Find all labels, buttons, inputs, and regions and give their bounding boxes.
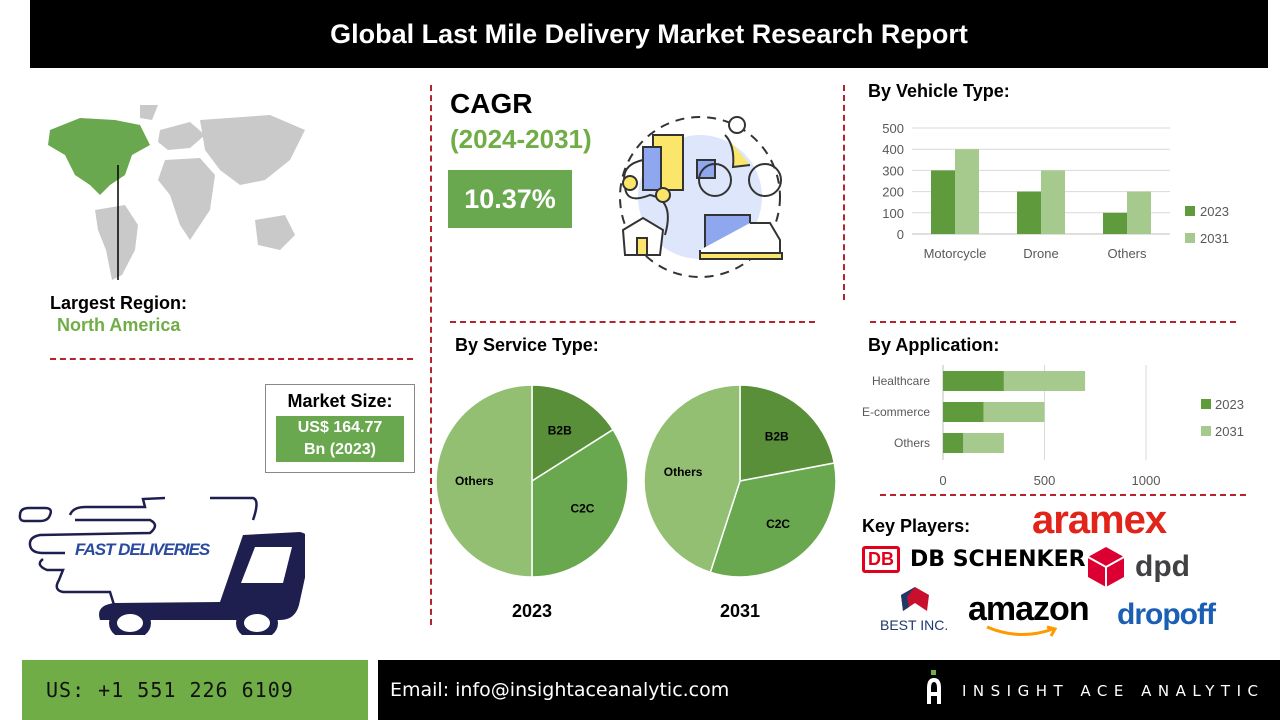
market-size-box: Market Size: US$ 164.77 Bn (2023) xyxy=(265,384,415,473)
pie-slice-c2c-2031 xyxy=(709,462,837,578)
legend-swatch xyxy=(1185,206,1195,216)
x-tick-label: Motorcycle xyxy=(924,246,987,261)
cagr-value: 10.37% xyxy=(448,170,572,228)
dpd-cube-icon xyxy=(1087,547,1125,587)
y-tick-label: 500 xyxy=(882,121,904,136)
fast-delivery-truck-illustration: FAST DELIVERIES xyxy=(15,495,305,635)
market-size-amount: US$ 164.77 xyxy=(297,419,383,436)
pie-slice-label: C2C xyxy=(570,502,594,516)
pie-slice-label: Others xyxy=(664,465,703,479)
x-tick-label: Drone xyxy=(1023,246,1058,261)
bar-2023-healthcare xyxy=(943,371,1004,391)
pie-slice-label: B2B xyxy=(765,430,789,444)
amazon-logo: amazon xyxy=(968,590,1090,628)
db-logo-icon: DB xyxy=(862,546,900,573)
insight-ace-logo-icon xyxy=(927,670,941,704)
report-title: Global Last Mile Delivery Market Researc… xyxy=(30,0,1268,68)
legend-label: 2023 xyxy=(1200,204,1229,219)
service-chart-title: By Service Type: xyxy=(455,335,599,355)
key-players-label: Key Players: xyxy=(862,516,971,536)
phone-contact: US: +1 551 226 6109 xyxy=(22,660,368,720)
legend-swatch xyxy=(1201,399,1211,409)
dropoff-logo: dropoff xyxy=(1117,598,1216,631)
bar-2023-motorcycle xyxy=(931,170,955,234)
largest-region-value: North America xyxy=(57,315,181,335)
y-tick-label: 400 xyxy=(882,142,904,157)
pie-slice-b2b-2031 xyxy=(739,384,836,482)
pie-slice-others-2031 xyxy=(643,384,741,574)
pie-slice-label: C2C xyxy=(766,517,790,531)
y-tick-label: 0 xyxy=(897,227,904,242)
house-icon xyxy=(621,216,665,256)
truck-icon xyxy=(18,496,305,635)
x-tick-label: 500 xyxy=(1034,473,1056,488)
aramex-logo: aramex xyxy=(1032,498,1167,542)
market-size-label: Market Size: xyxy=(287,391,393,411)
divider xyxy=(450,321,815,323)
bar-2023-others xyxy=(1103,212,1127,234)
vehicle-chart-title: By Vehicle Type: xyxy=(868,81,1010,101)
legend-label: 2031 xyxy=(1200,231,1229,246)
service-type-pie-charts: B2B C2C Others 2023 B2B C2C Others 2031 xyxy=(435,384,837,621)
vehicle-type-bar-chart: 0 100 200 300 400 500 Motorcycle Drone Others 202… xyxy=(882,121,1229,261)
bar-2023-others xyxy=(943,433,964,453)
amazon-smile-icon xyxy=(986,625,1058,637)
application-bar-chart: 0 500 1000 Healthcare E-commerce Others 2023 20… xyxy=(862,365,1244,488)
legend-label: 2023 xyxy=(1215,397,1244,412)
bar-2031-others xyxy=(963,433,1004,453)
bar-2031-e-commerce xyxy=(983,402,1045,422)
y-tick-label: 300 xyxy=(882,163,904,178)
pie-slice-label: B2B xyxy=(548,424,572,438)
other-continents xyxy=(95,105,305,280)
cagr-period: (2024-2031) xyxy=(450,124,592,154)
bicycle-icon xyxy=(698,163,732,197)
last-mile-illustration xyxy=(619,116,783,278)
legend-swatch xyxy=(1185,233,1195,243)
market-size-year: Bn (2023) xyxy=(303,441,377,458)
y-tick-label: Healthcare xyxy=(872,374,930,388)
dpd-logo: dpd xyxy=(1135,550,1190,583)
cagr-label: CAGR xyxy=(450,88,533,119)
bar-2031-motorcycle xyxy=(955,149,979,234)
divider xyxy=(50,358,413,360)
y-tick-label: Others xyxy=(894,436,930,450)
y-tick-label: 200 xyxy=(882,185,904,200)
y-tick-label: E-commerce xyxy=(862,405,930,419)
y-tick-label: 100 xyxy=(882,206,904,221)
x-tick-label: 1000 xyxy=(1132,473,1161,488)
divider xyxy=(880,494,1246,496)
north-america-highlight xyxy=(48,118,150,195)
divider xyxy=(870,321,1236,323)
pie-slice-label: Others xyxy=(455,474,494,488)
legend-label: 2031 xyxy=(1215,424,1244,439)
bar-2023-drone xyxy=(1017,191,1041,234)
largest-region-label: Largest Region: xyxy=(50,293,188,313)
x-tick-label: 0 xyxy=(939,473,946,488)
bar-2031-others xyxy=(1127,191,1151,234)
x-tick-label: Others xyxy=(1107,246,1147,261)
application-chart-title: By Application: xyxy=(868,335,1000,355)
pie-year-label: 2031 xyxy=(720,601,760,621)
best-inc-logo: BEST INC. xyxy=(880,617,949,633)
footer-bar: Email: info@insightaceanalytic.com INSIG… xyxy=(378,660,1280,720)
world-map xyxy=(48,105,305,280)
truck-logo-text: FAST DELIVERIES xyxy=(75,540,210,559)
email-contact[interactable]: Email: info@insightaceanalytic.com xyxy=(390,679,730,701)
pie-slice-others-2023 xyxy=(435,384,533,578)
pie-slice-b2b-2023 xyxy=(531,384,615,483)
market-size-value: US$ 164.77 Bn (2023) xyxy=(276,416,404,462)
schenker-logo: DB SCHENKER xyxy=(910,547,1086,572)
divider xyxy=(430,85,432,625)
pie-slice-c2c-2023 xyxy=(531,428,629,578)
best-inc-icon xyxy=(901,587,929,611)
bar-2023-e-commerce xyxy=(943,402,984,422)
bar-2031-drone xyxy=(1041,170,1065,234)
pie-year-label: 2023 xyxy=(512,601,552,621)
divider xyxy=(843,85,845,300)
brand-name: INSIGHT ACE ANALYTIC xyxy=(962,682,1265,700)
bar-2031-healthcare xyxy=(1003,371,1086,391)
legend-swatch xyxy=(1201,426,1211,436)
